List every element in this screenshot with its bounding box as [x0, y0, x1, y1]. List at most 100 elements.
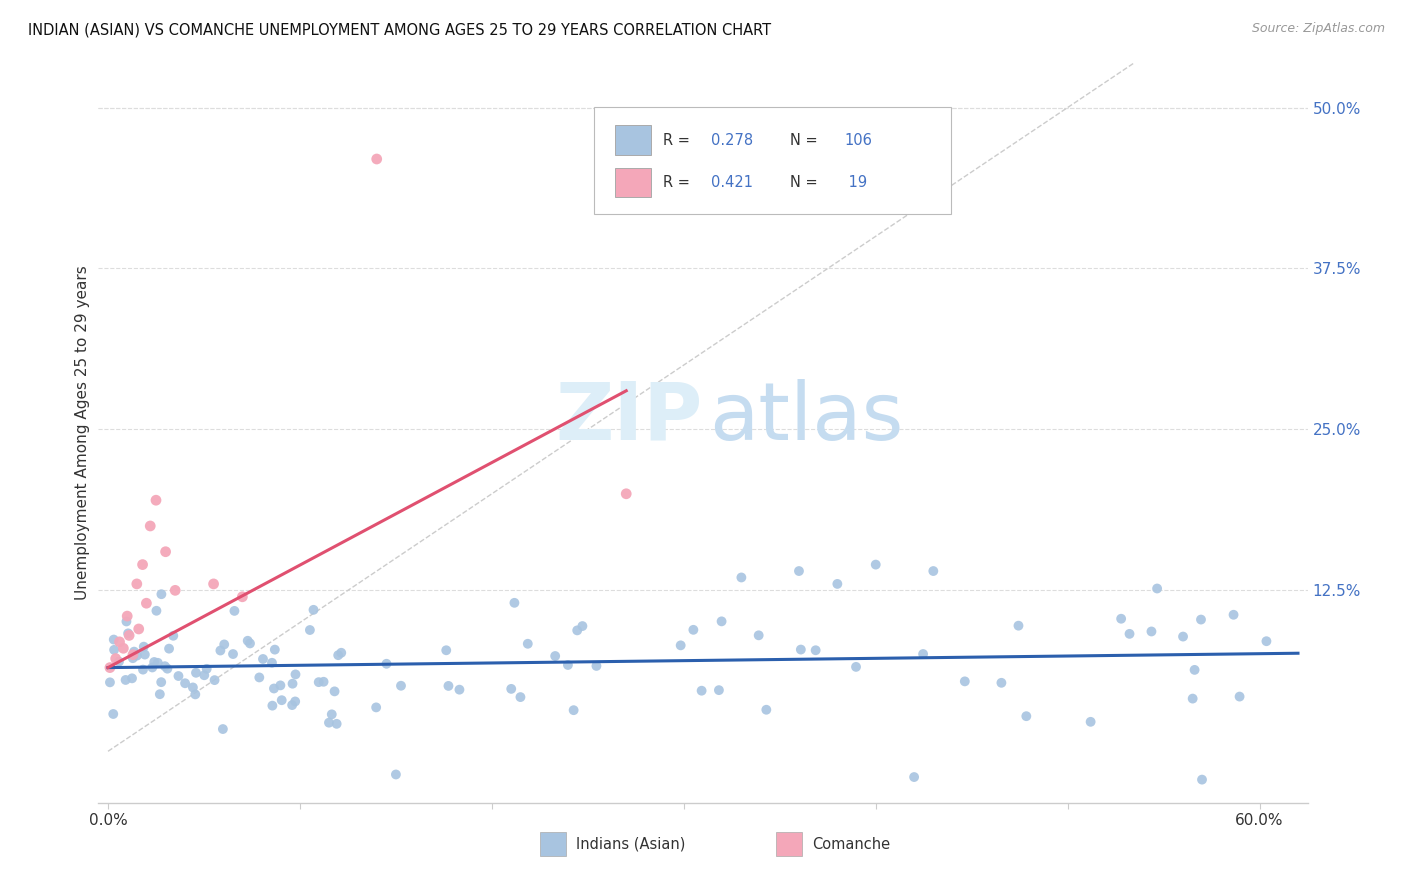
Point — [1007, 618, 1029, 632]
Point — [1229, 690, 1251, 704]
Point — [209, 643, 232, 657]
Point — [145, 493, 167, 508]
Point — [1118, 627, 1140, 641]
Point — [262, 698, 284, 713]
Point — [150, 675, 173, 690]
Point — [150, 587, 173, 601]
Point — [115, 609, 138, 624]
Text: 0.278: 0.278 — [711, 133, 754, 148]
Point — [1146, 582, 1168, 596]
Point — [501, 681, 523, 696]
Text: atlas: atlas — [709, 379, 904, 457]
Point — [787, 564, 810, 578]
Point — [167, 669, 190, 683]
Point — [710, 615, 733, 629]
Text: R =: R = — [664, 133, 695, 148]
Point — [544, 648, 567, 663]
Point — [145, 604, 167, 618]
Point — [202, 577, 225, 591]
FancyBboxPatch shape — [614, 126, 651, 155]
Point — [990, 675, 1012, 690]
Point — [108, 655, 131, 669]
Point — [239, 636, 262, 650]
Point — [103, 643, 125, 657]
Point — [153, 659, 176, 673]
Point — [707, 683, 730, 698]
Point — [1256, 634, 1278, 648]
Point — [195, 662, 218, 676]
FancyBboxPatch shape — [614, 168, 651, 197]
Text: Source: ZipAtlas.com: Source: ZipAtlas.com — [1251, 22, 1385, 36]
Point — [585, 659, 607, 673]
Point — [98, 675, 121, 690]
Point — [865, 558, 887, 572]
Point — [903, 770, 925, 784]
Point — [121, 651, 143, 665]
Point — [122, 645, 145, 659]
Point — [1140, 624, 1163, 639]
Point — [366, 700, 388, 714]
Point — [449, 682, 471, 697]
Text: Indians (Asian): Indians (Asian) — [576, 837, 685, 852]
Point — [730, 570, 752, 584]
Point — [1015, 709, 1038, 723]
Point — [184, 665, 207, 680]
Point — [804, 643, 827, 657]
Point — [516, 637, 538, 651]
Point — [389, 679, 412, 693]
Point — [128, 622, 150, 636]
Text: 19: 19 — [845, 175, 868, 190]
Point — [132, 663, 155, 677]
Point — [181, 681, 204, 695]
Point — [162, 629, 184, 643]
Point — [1189, 613, 1212, 627]
Point — [375, 657, 398, 671]
Point — [132, 640, 155, 654]
Point — [690, 683, 713, 698]
Text: N =: N = — [790, 133, 823, 148]
Point — [308, 675, 330, 690]
Text: 0.421: 0.421 — [711, 175, 754, 190]
Point — [1181, 691, 1204, 706]
Y-axis label: Unemployment Among Ages 25 to 29 years: Unemployment Among Ages 25 to 29 years — [75, 265, 90, 600]
Point — [325, 716, 347, 731]
Point — [912, 647, 935, 661]
Point — [284, 694, 307, 708]
Point — [748, 628, 770, 642]
Point — [567, 624, 589, 638]
Point — [571, 619, 593, 633]
Point — [174, 676, 197, 690]
Point — [212, 637, 235, 651]
Text: Comanche: Comanche — [811, 837, 890, 852]
Point — [281, 676, 304, 690]
Point — [323, 684, 346, 698]
Point — [302, 603, 325, 617]
Point — [270, 693, 292, 707]
Point — [434, 643, 457, 657]
Point — [385, 767, 408, 781]
Point — [366, 152, 388, 166]
Point — [165, 583, 187, 598]
Point — [157, 641, 180, 656]
Point — [252, 652, 274, 666]
Point — [269, 678, 291, 692]
Point — [503, 596, 526, 610]
Point — [204, 673, 226, 687]
Point — [755, 703, 778, 717]
Point — [790, 642, 813, 657]
Point — [1222, 607, 1244, 622]
Point — [112, 641, 135, 656]
Point — [134, 648, 156, 662]
Point — [117, 626, 139, 640]
Point — [224, 604, 246, 618]
Point — [104, 651, 127, 665]
Point — [509, 690, 531, 704]
Point — [156, 662, 179, 676]
Point — [263, 681, 285, 696]
Point — [953, 674, 976, 689]
Point — [298, 623, 321, 637]
Point — [562, 703, 585, 717]
Point — [260, 656, 283, 670]
Point — [222, 647, 245, 661]
Point — [108, 635, 131, 649]
